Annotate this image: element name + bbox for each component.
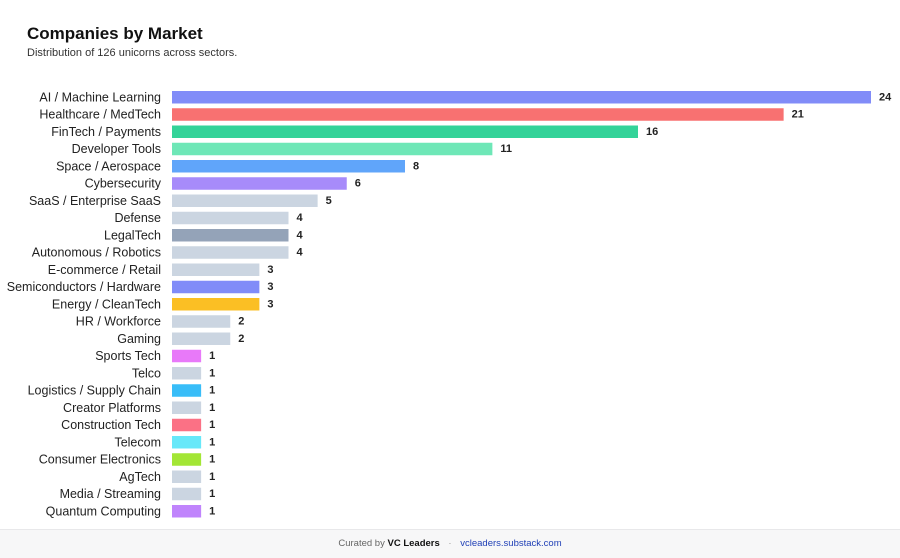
category-label-sports-tech: Sports Tech [95, 349, 161, 363]
value-label-hr-workforce: 2 [238, 316, 244, 328]
footer: Curated by VC Leaders · vcleaders.substa… [0, 529, 900, 558]
category-label-quantum-computing: Quantum Computing [46, 504, 161, 518]
category-label-e-commerce-retail: E-commerce / Retail [48, 263, 161, 277]
value-label-defense: 4 [297, 212, 304, 224]
value-label-space-aerospace: 8 [413, 160, 419, 172]
value-label-cybersecurity: 6 [355, 178, 361, 190]
value-label-semiconductors-hardware: 3 [267, 281, 273, 293]
category-label-creator-platforms: Creator Platforms [63, 401, 161, 415]
category-label-legaltech: LegalTech [104, 228, 161, 242]
category-label-agtech: AgTech [119, 470, 161, 484]
value-label-fintech-payments: 16 [646, 126, 658, 138]
value-label-legaltech: 4 [297, 229, 304, 241]
category-label-space-aerospace: Space / Aerospace [56, 159, 161, 173]
bar-media-streaming[interactable] [172, 487, 202, 501]
value-label-logistics-supply-chain: 1 [209, 385, 215, 397]
category-label-developer-tools: Developer Tools [72, 142, 161, 156]
value-label-creator-platforms: 1 [209, 402, 215, 414]
value-label-agtech: 1 [209, 471, 215, 483]
bar-hr-workforce[interactable] [172, 315, 231, 328]
value-label-autonomous-robotics: 4 [297, 247, 304, 259]
value-label-sports-tech: 1 [209, 350, 215, 362]
category-label-telecom: Telecom [114, 435, 161, 449]
value-label-gaming: 2 [238, 333, 244, 345]
bar-autonomous-robotics[interactable] [172, 246, 289, 259]
value-label-healthcare-medtech: 21 [792, 109, 804, 121]
category-label-autonomous-robotics: Autonomous / Robotics [32, 246, 161, 260]
footer-link[interactable]: vcleaders.substack.com [460, 538, 562, 549]
footer-brand: VC Leaders [387, 538, 440, 549]
bar-e-commerce-retail[interactable] [172, 263, 260, 277]
value-label-quantum-computing: 1 [209, 505, 215, 517]
chart-title: Companies by Market [27, 24, 203, 43]
value-label-telco: 1 [209, 367, 215, 379]
category-label-logistics-supply-chain: Logistics / Supply Chain [28, 384, 161, 398]
bar-energy-cleantech[interactable] [172, 298, 260, 311]
category-label-saas-enterprise-saas: SaaS / Enterprise SaaS [29, 194, 161, 208]
bar-legaltech[interactable] [172, 229, 289, 242]
bar-logistics-supply-chain[interactable] [172, 384, 202, 397]
category-label-telco: Telco [132, 366, 161, 380]
category-label-media-streaming: Media / Streaming [60, 487, 161, 501]
bar-quantum-computing[interactable] [172, 505, 202, 518]
value-label-saas-enterprise-saas: 5 [326, 195, 332, 207]
value-label-telecom: 1 [209, 436, 215, 448]
category-label-defense: Defense [114, 211, 161, 225]
bar-space-aerospace[interactable] [172, 160, 405, 173]
value-label-e-commerce-retail: 3 [267, 264, 273, 276]
bar-sports-tech[interactable] [172, 349, 202, 363]
category-label-consumer-electronics: Consumer Electronics [39, 453, 161, 467]
category-label-healthcare-medtech: Healthcare / MedTech [39, 108, 161, 122]
bar-saas-enterprise-saas[interactable] [172, 194, 318, 208]
bar-telco[interactable] [172, 367, 202, 380]
bar-telecom[interactable] [172, 436, 202, 449]
value-label-media-streaming: 1 [209, 488, 215, 500]
bar-cybersecurity[interactable] [172, 177, 347, 190]
bar-semiconductors-hardware[interactable] [172, 280, 260, 294]
bar-defense[interactable] [172, 211, 289, 225]
value-label-energy-cleantech: 3 [267, 298, 273, 310]
chart-subtitle: Distribution of 126 unicorns across sect… [27, 47, 238, 59]
category-label-energy-cleantech: Energy / CleanTech [52, 297, 161, 311]
bar-healthcare-medtech[interactable] [172, 108, 784, 121]
footer-separator: · [448, 538, 452, 549]
value-label-consumer-electronics: 1 [209, 454, 215, 466]
category-label-fintech-payments: FinTech / Payments [51, 125, 161, 139]
bar-developer-tools[interactable] [172, 142, 493, 156]
value-label-construction-tech: 1 [209, 419, 215, 431]
category-label-semiconductors-hardware: Semiconductors / Hardware [7, 280, 161, 294]
category-label-ai-machine-learning: AI / Machine Learning [39, 90, 161, 104]
bar-creator-platforms[interactable] [172, 401, 202, 415]
category-label-construction-tech: Construction Tech [61, 418, 161, 432]
category-label-gaming: Gaming [117, 332, 161, 346]
bar-ai-machine-learning[interactable] [172, 91, 871, 104]
footer-prefix: Curated by [338, 538, 385, 549]
bar-consumer-electronics[interactable] [172, 453, 202, 466]
bar-gaming[interactable] [172, 332, 231, 346]
bar-fintech-payments[interactable] [172, 125, 638, 139]
bar-agtech[interactable] [172, 470, 202, 484]
category-label-hr-workforce: HR / Workforce [76, 315, 161, 329]
value-label-ai-machine-learning: 24 [879, 91, 892, 103]
bar-construction-tech[interactable] [172, 418, 202, 432]
value-label-developer-tools: 11 [500, 143, 512, 155]
category-label-cybersecurity: Cybersecurity [85, 177, 162, 191]
